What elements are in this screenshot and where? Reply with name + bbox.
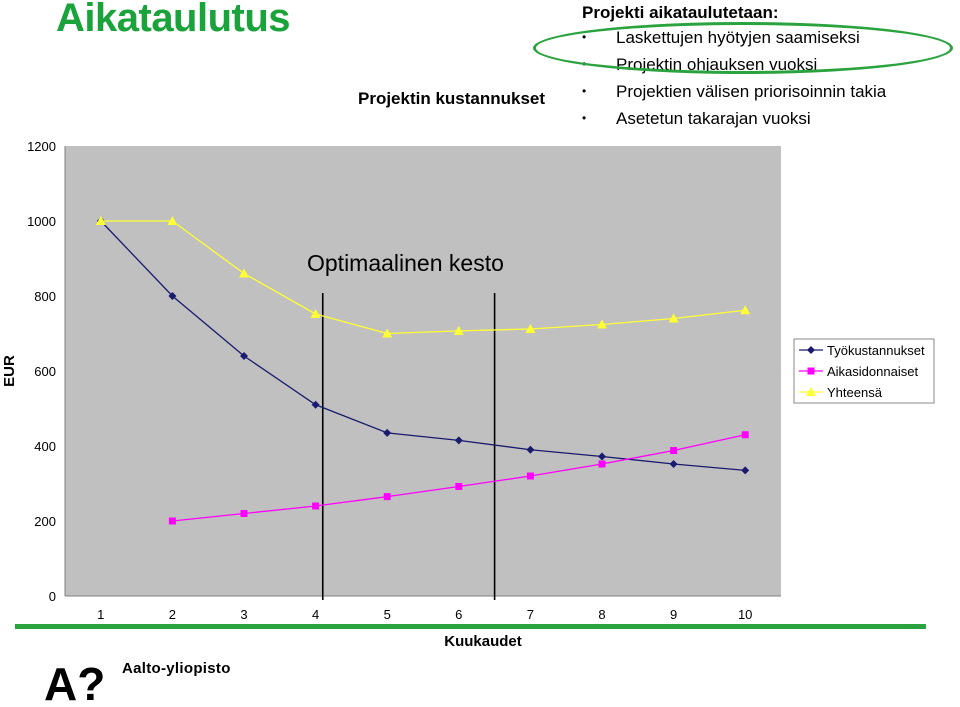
series-2-point bbox=[240, 510, 248, 517]
series-3-point bbox=[525, 324, 536, 333]
bullet-item: • Asetetun takarajan vuoksi bbox=[582, 105, 886, 132]
bullet-heading: Projekti aikataulutetaan: bbox=[582, 3, 779, 22]
series-1-point bbox=[741, 466, 750, 475]
series-2-point bbox=[670, 447, 678, 454]
legend-swatch-marker bbox=[806, 387, 816, 396]
series-3-point bbox=[382, 328, 393, 338]
x-axis-title: Kuukaudet bbox=[444, 633, 522, 650]
series-line-1 bbox=[100, 220, 746, 472]
y-tick-label: 200 bbox=[34, 514, 56, 529]
legend-swatch-marker bbox=[807, 367, 815, 375]
legend-label: Työkustannukset bbox=[827, 343, 925, 358]
aalto-logo-icon: A? bbox=[44, 660, 105, 704]
aalto-logo-mark: A? bbox=[44, 660, 105, 704]
y-tick-label: 1200 bbox=[27, 139, 56, 154]
slide-title: Aikataulutus bbox=[56, 0, 291, 40]
series-3-point bbox=[310, 309, 321, 318]
y-tick-label: 800 bbox=[34, 289, 56, 304]
series-3-point bbox=[95, 216, 106, 225]
series-2-point bbox=[598, 460, 606, 468]
optimal-duration-label: Optimaalinen kesto bbox=[307, 250, 504, 276]
series-line-3 bbox=[100, 220, 746, 335]
series-3-point bbox=[597, 319, 607, 329]
x-tick-label: 8 bbox=[598, 607, 605, 622]
series-3-point bbox=[668, 313, 679, 323]
series-1-point bbox=[454, 436, 463, 445]
bullet-dot: • bbox=[582, 111, 587, 125]
x-tick-label: 10 bbox=[738, 607, 752, 622]
x-tick-label: 5 bbox=[384, 607, 391, 622]
chart-title: Projektin kustannukset bbox=[358, 89, 546, 108]
y-tick-label: 400 bbox=[34, 439, 56, 454]
series-3-point bbox=[167, 216, 178, 225]
bullet-item: • Projektien välisen priorisoinnin takia bbox=[582, 78, 886, 105]
x-tick-label: 1 bbox=[97, 607, 104, 622]
x-tick-label: 2 bbox=[169, 607, 176, 622]
series-2-point bbox=[526, 472, 534, 480]
green-rule bbox=[15, 624, 926, 629]
series-2-point bbox=[312, 502, 320, 510]
series-1-point bbox=[669, 460, 678, 468]
series-3-point bbox=[740, 305, 751, 315]
series-1-point bbox=[598, 452, 606, 461]
x-tick-label: 3 bbox=[240, 607, 247, 622]
x-tick-label: 6 bbox=[455, 607, 462, 622]
legend-label: Aikasidonnaiset bbox=[827, 364, 918, 379]
series-3-point bbox=[453, 325, 464, 335]
series-2-point bbox=[741, 431, 749, 439]
legend-swatch-marker bbox=[807, 346, 815, 354]
series-2-point bbox=[455, 483, 463, 490]
logo-text: Aalto-yliopisto bbox=[122, 660, 231, 677]
y-tick-label: 1000 bbox=[27, 214, 56, 229]
y-tick-label: 0 bbox=[49, 589, 56, 604]
legend-label: Yhteensä bbox=[827, 385, 883, 400]
series-1-point bbox=[526, 445, 535, 454]
series-1-point bbox=[168, 292, 177, 300]
highlight-ellipse bbox=[533, 22, 953, 74]
x-tick-label: 9 bbox=[670, 607, 677, 622]
bullet-dot: • bbox=[582, 84, 587, 98]
bullet-text: Projektien välisen priorisoinnin takia bbox=[616, 82, 887, 101]
series-1-point bbox=[311, 400, 320, 409]
y-tick-label: 600 bbox=[34, 364, 56, 379]
x-tick-label: 4 bbox=[312, 607, 319, 622]
plot-area bbox=[65, 146, 781, 596]
series-2-point bbox=[383, 493, 391, 501]
series-2-point bbox=[168, 517, 176, 525]
bullet-text: Asetetun takarajan vuoksi bbox=[616, 109, 811, 128]
series-3-point bbox=[239, 268, 249, 278]
series-1-point bbox=[240, 352, 248, 360]
series-1-point bbox=[383, 428, 392, 437]
y-axis-title: EUR bbox=[1, 355, 18, 387]
x-tick-label: 7 bbox=[527, 607, 534, 622]
